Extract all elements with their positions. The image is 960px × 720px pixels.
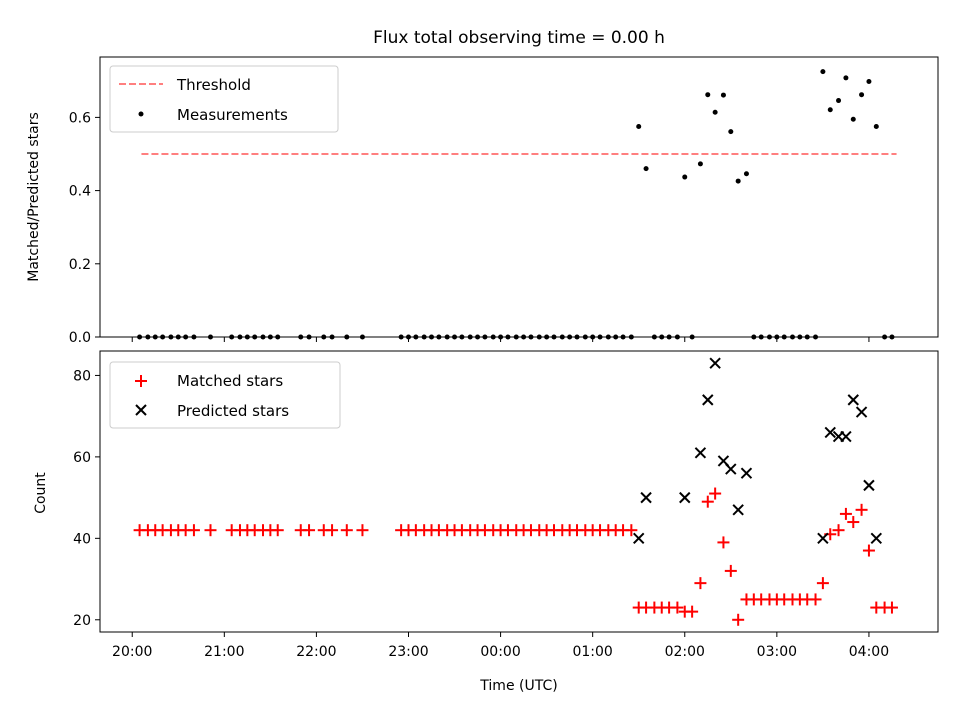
matched-star-marker xyxy=(847,516,860,529)
predicted-star-marker xyxy=(725,463,737,475)
matched-star-marker xyxy=(340,524,353,537)
measurement-point xyxy=(705,92,711,98)
predicted-star-marker xyxy=(824,426,836,439)
ratio-panel: Flux total observing time = 0.00 h Match… xyxy=(26,28,939,346)
x-tick-label: 02:00 xyxy=(665,644,705,660)
matched-star-marker xyxy=(809,593,822,606)
x-axis-label: Time (UTC) xyxy=(479,678,557,694)
measurements-legend-swatch xyxy=(138,111,144,117)
predicted-star-marker xyxy=(870,532,883,545)
predicted-star-marker xyxy=(732,504,744,516)
matched-star-marker xyxy=(686,605,699,618)
predicted-star-marker xyxy=(847,394,859,406)
measurement-point xyxy=(836,98,842,104)
x-tick-label: 23:00 xyxy=(388,644,428,660)
matched-star-marker xyxy=(816,577,829,590)
top-y-axis-label: Matched/Predicted stars xyxy=(26,112,42,282)
measurement-point xyxy=(720,92,726,98)
bottom-axes-frame xyxy=(99,350,939,633)
bottom-y-tick-label: 60 xyxy=(73,450,91,466)
measurement-point xyxy=(682,174,688,180)
predicted-star-marker xyxy=(694,447,707,459)
matched-star-marker xyxy=(839,507,852,520)
top-y-tick-label: 0.4 xyxy=(69,184,91,200)
matched-star-marker xyxy=(671,601,684,614)
bottom-plot-area xyxy=(133,357,898,626)
x-tick-label: 22:00 xyxy=(296,644,336,660)
x-tick-label: 03:00 xyxy=(757,644,797,660)
x-tick-label: 21:00 xyxy=(204,644,244,660)
top-y-tick-label: 0.6 xyxy=(69,110,91,126)
predicted-star-marker xyxy=(740,467,753,479)
matched-legend-swatch xyxy=(135,375,147,387)
bottom-legend: Matched stars Predicted stars xyxy=(109,361,341,429)
measurement-point xyxy=(850,116,856,122)
bottom-y-tick-label: 40 xyxy=(73,531,91,547)
predicted-star-marker xyxy=(863,479,875,492)
predicted-star-marker xyxy=(817,532,829,545)
predicted-star-marker xyxy=(855,406,868,418)
legend-threshold-label: Threshold xyxy=(176,76,251,94)
matched-star-marker xyxy=(625,524,638,537)
x-tick-label: 20:00 xyxy=(112,644,152,660)
matched-star-marker xyxy=(356,524,369,537)
predicted-star-marker xyxy=(640,491,652,504)
bottom-y-tick-label: 20 xyxy=(73,613,91,629)
predicted-star-marker xyxy=(709,357,721,369)
matched-star-marker xyxy=(717,536,730,549)
measurement-point xyxy=(735,178,741,184)
matched-star-marker xyxy=(326,524,339,537)
predicted-star-marker xyxy=(633,532,645,545)
bottom-axis-ticks: 20 40 60 80 20:00 21:00 22:00 23:00 00:00 01:00 02… xyxy=(73,368,889,660)
predicted-star-marker xyxy=(702,394,714,406)
matched-star-marker xyxy=(724,564,737,577)
measurement-point xyxy=(636,124,642,130)
predicted-star-marker xyxy=(679,491,691,504)
top-y-tick-label: 0.0 xyxy=(69,330,91,346)
x-tick-label: 00:00 xyxy=(480,644,520,660)
measurement-point xyxy=(866,79,872,85)
legend-matched-label: Matched stars xyxy=(177,372,283,390)
measurement-point xyxy=(843,75,849,81)
measurement-point xyxy=(697,161,703,167)
matched-star-marker xyxy=(303,524,316,537)
predicted-legend-swatch xyxy=(135,404,147,416)
x-tick-label: 01:00 xyxy=(572,644,612,660)
measurement-point xyxy=(743,171,749,177)
top-legend-box xyxy=(109,65,339,133)
measurement-point xyxy=(712,109,718,115)
measurement-point xyxy=(859,92,865,98)
measurement-point xyxy=(643,166,649,172)
measurement-point xyxy=(873,124,879,130)
bottom-legend-box xyxy=(109,361,341,429)
top-y-tick-label: 0.2 xyxy=(69,257,91,273)
matched-star-marker xyxy=(271,524,284,537)
matched-star-marker xyxy=(187,524,200,537)
top-legend: Threshold Measurements xyxy=(109,65,339,133)
matched-star-marker xyxy=(732,613,745,626)
measurement-point xyxy=(827,107,833,113)
legend-predicted-label: Predicted stars xyxy=(177,402,289,420)
bottom-y-tick-label: 80 xyxy=(73,368,91,384)
bottom-y-axis-label: Count xyxy=(33,472,49,514)
top-axis-ticks: 0.0 0.2 0.4 0.6 xyxy=(69,110,870,346)
predicted-star-marker xyxy=(840,430,852,443)
measurement-point xyxy=(728,129,734,135)
matched-star-marker xyxy=(855,503,868,516)
matched-star-marker xyxy=(885,601,898,614)
top-axes-frame xyxy=(99,56,939,338)
matched-star-marker xyxy=(694,577,707,590)
matched-star-marker xyxy=(204,524,217,537)
matched-star-marker xyxy=(832,524,845,537)
matched-star-marker xyxy=(862,544,875,557)
count-panel: Count Time (UTC) 20 40 60 80 20:00 21:00 22:00… xyxy=(33,350,939,694)
chart-title: Flux total observing time = 0.00 h xyxy=(373,28,665,48)
measurement-point xyxy=(820,69,826,75)
x-tick-label: 04:00 xyxy=(849,644,889,660)
matched-star-marker xyxy=(701,495,714,508)
legend-measurements-label: Measurements xyxy=(177,106,288,124)
matched-star-marker xyxy=(709,487,722,500)
